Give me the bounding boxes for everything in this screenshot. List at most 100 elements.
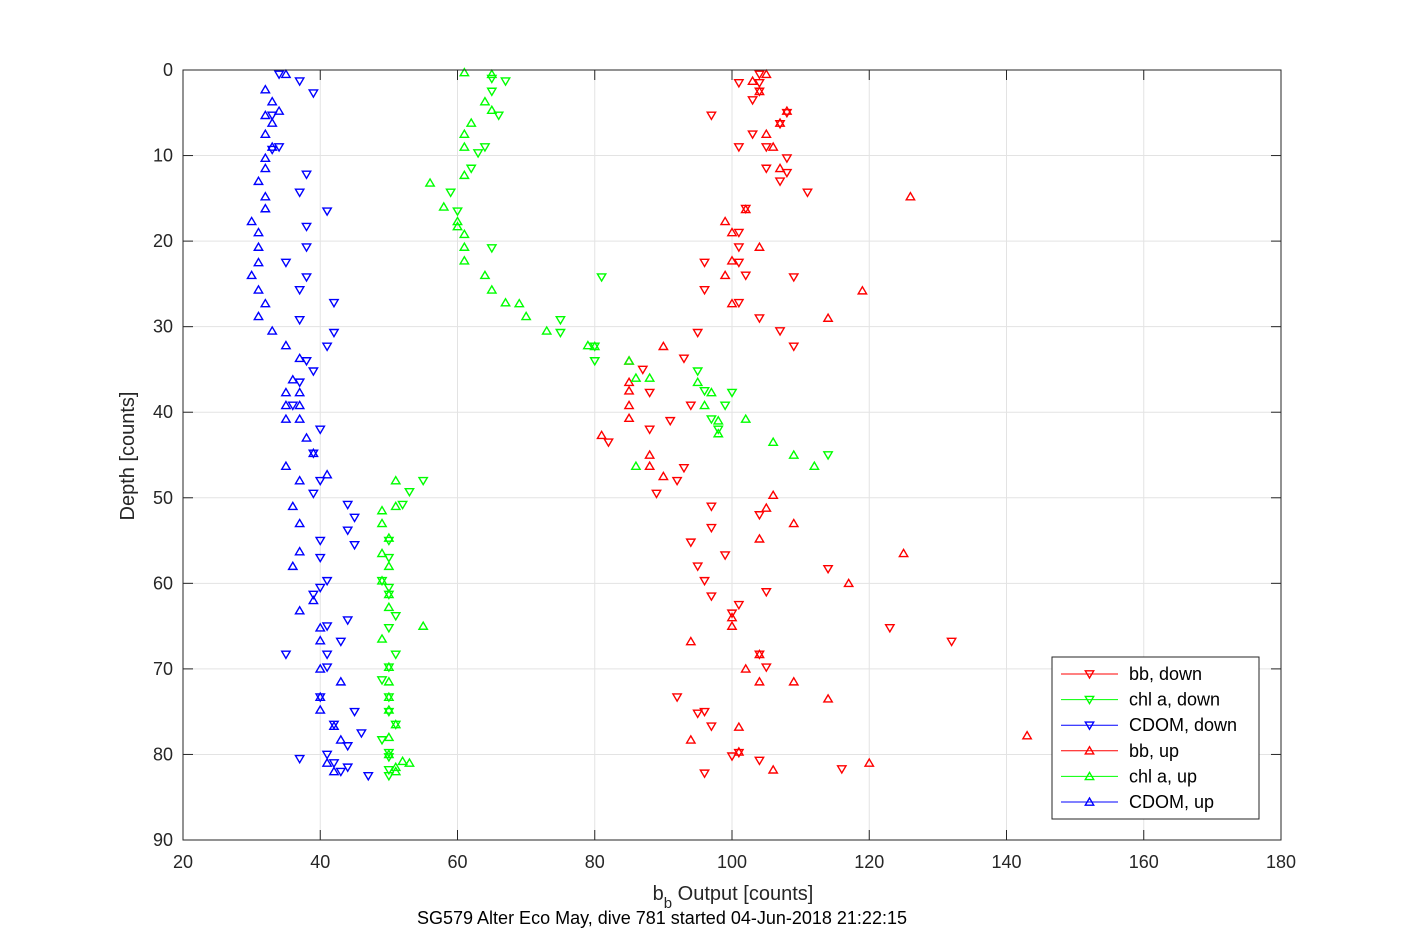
- data-point: [747, 96, 759, 106]
- data-point: [500, 77, 511, 87]
- data-point: [705, 502, 717, 512]
- data-point: [259, 163, 271, 173]
- data-point: [287, 500, 299, 511]
- y-tick-label: 90: [153, 830, 173, 850]
- data-point: [808, 460, 820, 470]
- data-point: [754, 676, 765, 686]
- y-axis-label: Depth [counts]: [117, 392, 139, 521]
- x-tick-label: 40: [310, 852, 330, 872]
- data-point: [307, 89, 319, 99]
- data-point: [719, 551, 731, 561]
- data-point: [500, 297, 511, 307]
- data-point: [259, 152, 271, 162]
- data-point: [644, 425, 656, 435]
- data-point: [623, 385, 635, 395]
- data-point: [301, 222, 312, 232]
- x-axis-label: bb Output [counts]: [653, 883, 814, 912]
- data-point: [397, 755, 409, 766]
- data-point: [383, 731, 395, 742]
- data-point: [582, 340, 594, 350]
- data-point: [712, 425, 724, 435]
- data-point: [452, 221, 463, 231]
- data-point: [760, 128, 772, 139]
- data-point: [321, 342, 333, 352]
- data-point: [767, 141, 779, 151]
- data-point: [726, 388, 738, 398]
- legend-label: CDOM, down: [1129, 715, 1237, 735]
- data-point: [760, 164, 772, 174]
- data-point: [328, 759, 340, 769]
- data-point: [287, 401, 299, 411]
- data-point: [383, 601, 395, 612]
- data-point: [294, 188, 306, 198]
- data-point: [699, 769, 710, 779]
- data-point: [657, 340, 669, 351]
- data-point: [438, 201, 450, 211]
- data-point: [479, 143, 491, 153]
- data-point: [692, 367, 704, 377]
- data-point: [843, 577, 855, 588]
- data-point: [342, 763, 354, 773]
- data-point: [253, 311, 264, 321]
- data-point: [328, 298, 340, 309]
- data-point: [788, 342, 800, 352]
- data-point: [520, 311, 532, 321]
- data-point: [335, 637, 347, 647]
- data-point: [321, 663, 333, 673]
- data-point: [445, 188, 457, 198]
- data-point: [307, 595, 319, 605]
- data-point: [383, 771, 395, 782]
- data-point: [486, 68, 498, 79]
- data-point: [644, 388, 656, 398]
- data-point: [321, 622, 333, 632]
- data-point: [699, 286, 710, 296]
- data-point: [719, 401, 731, 411]
- data-point: [754, 241, 765, 251]
- legend-marker: [1084, 695, 1095, 705]
- data-point: [733, 746, 745, 756]
- data-point: [726, 255, 738, 265]
- data-point: [493, 111, 505, 121]
- data-point: [301, 273, 312, 283]
- data-point: [280, 413, 292, 423]
- y-tick-label: 20: [153, 231, 173, 251]
- data-point: [733, 243, 745, 253]
- x-tick-label: 120: [854, 852, 884, 872]
- data-point: [307, 367, 319, 377]
- data-point: [733, 143, 745, 153]
- data-point: [774, 117, 786, 127]
- data-point: [397, 500, 409, 510]
- data-point: [513, 298, 525, 308]
- data-point: [760, 68, 772, 79]
- data-point: [383, 691, 395, 701]
- data-point: [555, 328, 566, 339]
- data-point: [472, 149, 484, 159]
- data-point: [383, 623, 395, 634]
- data-point: [376, 676, 388, 686]
- data-point: [273, 143, 285, 153]
- data-point: [685, 636, 697, 646]
- data-point: [294, 605, 306, 615]
- data-point: [767, 489, 779, 500]
- data-point: [774, 327, 786, 337]
- data-point: [342, 526, 354, 536]
- data-point: [328, 766, 340, 776]
- data-point: [253, 257, 264, 267]
- data-point: [376, 633, 388, 643]
- data-point: [266, 141, 278, 151]
- data-point: [383, 553, 395, 564]
- data-point: [822, 312, 834, 322]
- data-point: [541, 325, 553, 335]
- data-point: [1021, 730, 1033, 740]
- data-point: [705, 592, 717, 602]
- data-point: [802, 188, 813, 198]
- y-tick-label: 80: [153, 744, 173, 764]
- y-tick-label: 40: [153, 402, 173, 422]
- data-point: [314, 553, 326, 564]
- data-point: [623, 400, 635, 410]
- y-tick-label: 70: [153, 659, 173, 679]
- data-point: [458, 141, 470, 151]
- x-tick-label: 140: [991, 852, 1021, 872]
- data-point: [349, 707, 360, 718]
- data-point: [726, 298, 738, 308]
